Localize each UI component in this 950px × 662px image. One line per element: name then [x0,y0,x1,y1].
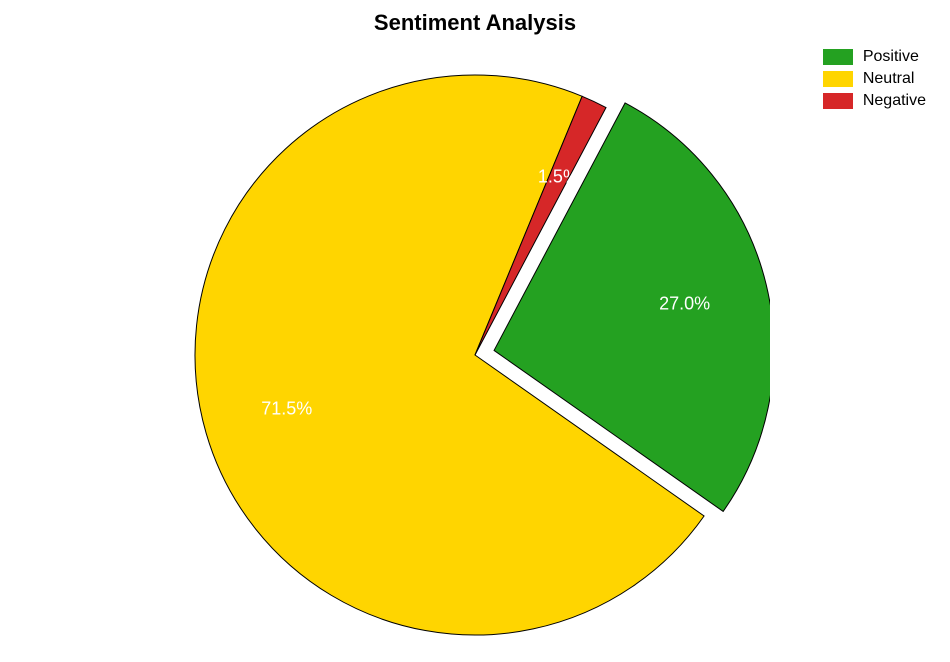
chart-title: Sentiment Analysis [0,10,950,36]
pie-label-negative: 1.5% [538,166,579,186]
legend-label-positive: Positive [863,48,919,66]
chart-container: Sentiment Analysis 71.5% 27.0% 1.5% Positi… [0,0,950,662]
pie-label-neutral: 71.5% [261,398,312,418]
legend-swatch-negative [823,93,853,109]
legend-label-neutral: Neutral [863,70,915,88]
legend: Positive Neutral Negative [823,48,926,110]
legend-item-positive: Positive [823,48,926,66]
legend-item-negative: Negative [823,92,926,110]
legend-item-neutral: Neutral [823,70,926,88]
pie-chart: 71.5% 27.0% 1.5% [180,60,770,650]
legend-swatch-neutral [823,71,853,87]
pie-label-positive: 27.0% [659,293,710,313]
legend-swatch-positive [823,49,853,65]
legend-label-negative: Negative [863,92,926,110]
